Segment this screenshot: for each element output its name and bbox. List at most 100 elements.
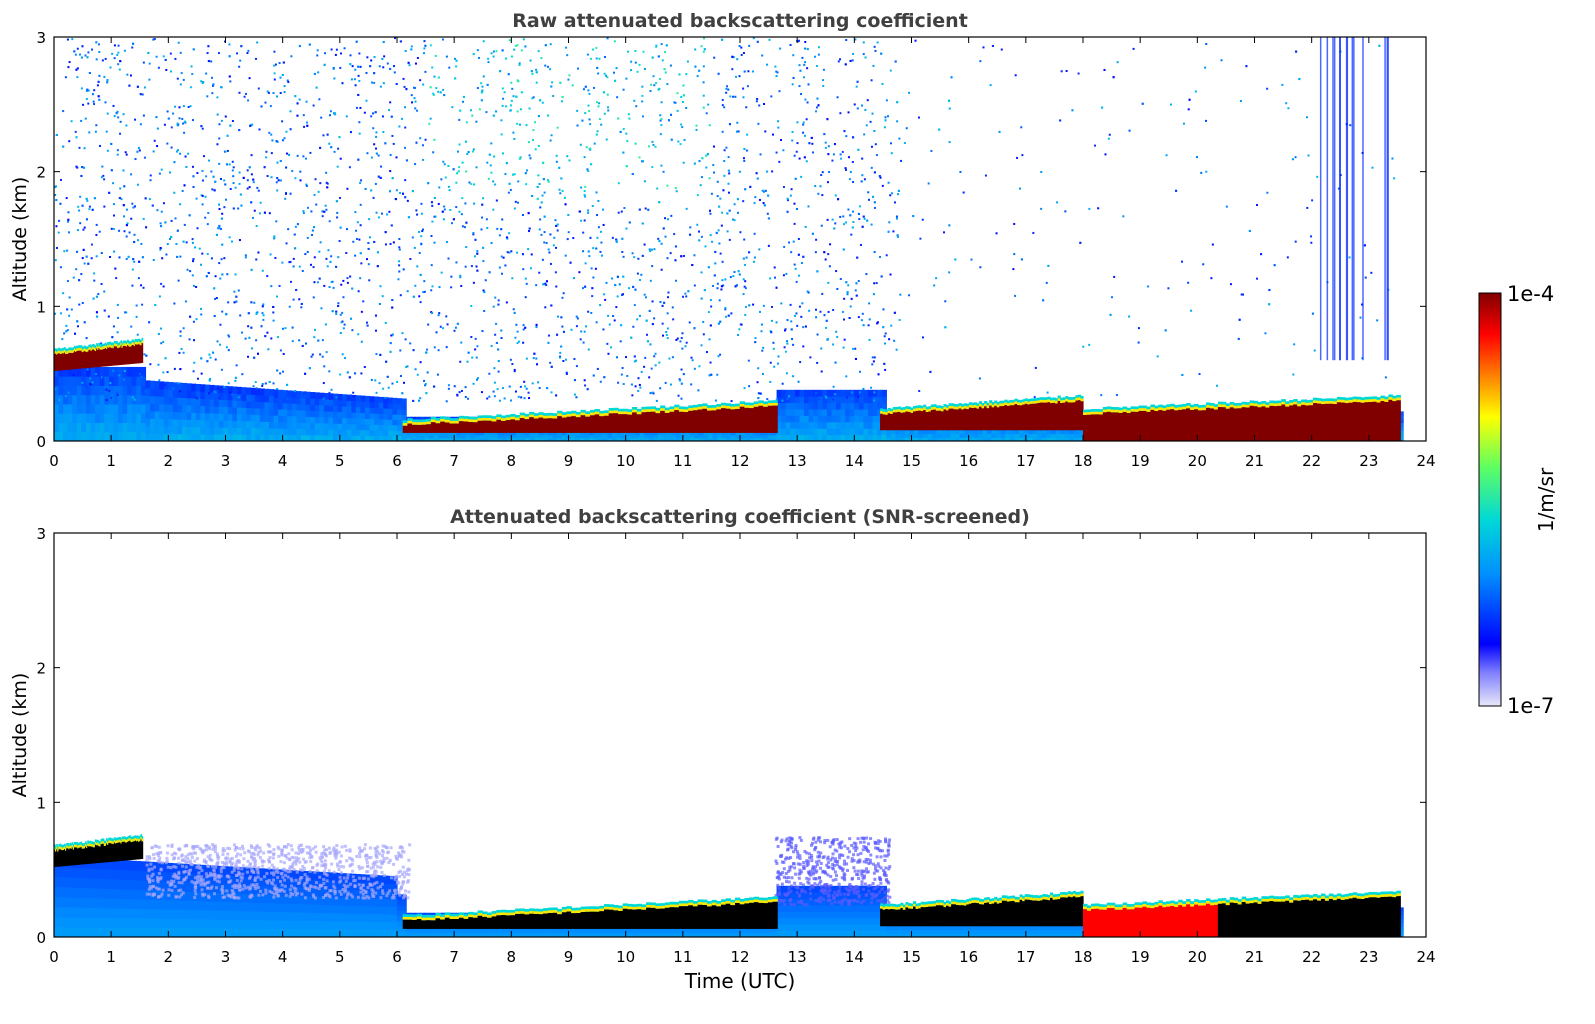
aerosol-cell [90,376,96,386]
aerosol-cell [429,434,435,439]
aerosol-cell [611,434,618,439]
noise-speck [592,247,595,250]
aerosol-cell [172,433,179,441]
noise-speck [719,353,722,356]
aerosol-cell [470,437,476,441]
noise-speck [817,46,820,49]
aerosol-cell [273,389,279,397]
noise-speck [690,383,693,386]
aerosol-cell [694,434,700,439]
noise-speck [832,385,835,388]
noise-speck [497,299,500,302]
noise-speck [753,202,756,205]
noise-speck [793,154,796,157]
aerosol-cell [986,437,993,441]
noise-speck [85,98,88,101]
noise-speck [317,190,320,193]
aerosol-cell [726,437,732,441]
noise-speck [884,116,887,119]
aerosol-cell [332,399,339,406]
noise-speck [740,53,743,56]
noise-speck [65,324,68,327]
noise-speck [649,279,652,282]
noise-speck [273,235,276,238]
aerosol-cell [456,431,462,436]
noise-speck [123,49,126,52]
aerosol-cell [808,434,814,441]
noise-speck [231,120,234,123]
noise-speck [179,152,182,155]
aerosol-cell [300,422,307,430]
aerosol-cell [849,434,855,441]
aerosol-cell [877,421,883,429]
aerosol-cell [259,395,265,403]
noise-speck [599,230,602,233]
noise-speck [1393,177,1396,180]
noise-speck [336,216,339,219]
noise-speck [1040,207,1043,210]
aerosol-cell [858,434,865,441]
aerosol-cell [236,386,243,395]
noise-speck [730,312,733,315]
aerosol-cell [872,434,878,441]
aerosol-cell [488,437,494,441]
aerosol-cell [836,409,842,416]
aerosol-cell [986,433,993,438]
noise-speck [681,295,684,298]
aerosol-cell [1055,429,1061,435]
aerosol-cell [278,428,284,436]
noise-speck [363,365,366,368]
noise-speck [540,57,543,60]
noise-speck [582,231,585,234]
aerosol-cell [579,431,586,436]
noise-speck [807,205,810,208]
noise-speck [732,275,735,278]
noise-speck [541,194,544,197]
noise-speck [575,325,578,328]
aerosol-cell [863,409,869,416]
noise-speck [234,186,237,189]
aerosol-cell [470,434,476,439]
noise-speck [803,63,806,66]
aerosol-cell [1018,429,1025,435]
aerosol-cell [104,422,110,433]
aerosol-cell [804,389,810,397]
noise-speck [248,77,251,80]
noise-speck [1064,210,1067,213]
noise-speck [549,262,552,265]
noise-speck [239,59,242,62]
noise-speck [81,381,84,384]
aerosol-cell [653,434,659,439]
aerosol-cell [1032,437,1038,441]
aerosol-cell [497,434,503,439]
noise-speck [717,229,720,232]
noise-speck [64,395,67,398]
noise-speck [702,333,705,336]
noise-speck [431,204,434,207]
aerosol-cell [854,421,860,429]
aerosol-cell [296,434,302,441]
noise-speck [92,100,95,103]
noise-speck [782,186,785,189]
noise-speck [736,211,739,214]
noise-speck [246,179,249,182]
noise-speck [422,158,425,161]
aerosol-cell [1018,437,1025,441]
aerosol-cell [936,433,942,438]
noise-speck [218,203,221,206]
aerosol-cell [99,376,105,386]
noise-speck [359,65,362,68]
noise-speck [531,382,534,385]
aerosol-cell [387,419,394,426]
aerosol-cell [790,409,796,416]
noise-speck [307,206,310,209]
aerosol-cell [67,385,73,396]
aerosol-cell [218,406,224,414]
aerosol-cell [941,437,947,441]
noise-speck [602,223,605,226]
aerosol-cell [150,425,156,434]
noise-speck [676,109,679,112]
noise-speck [182,105,185,108]
noise-speck [1202,263,1205,266]
noise-speck [338,196,341,199]
